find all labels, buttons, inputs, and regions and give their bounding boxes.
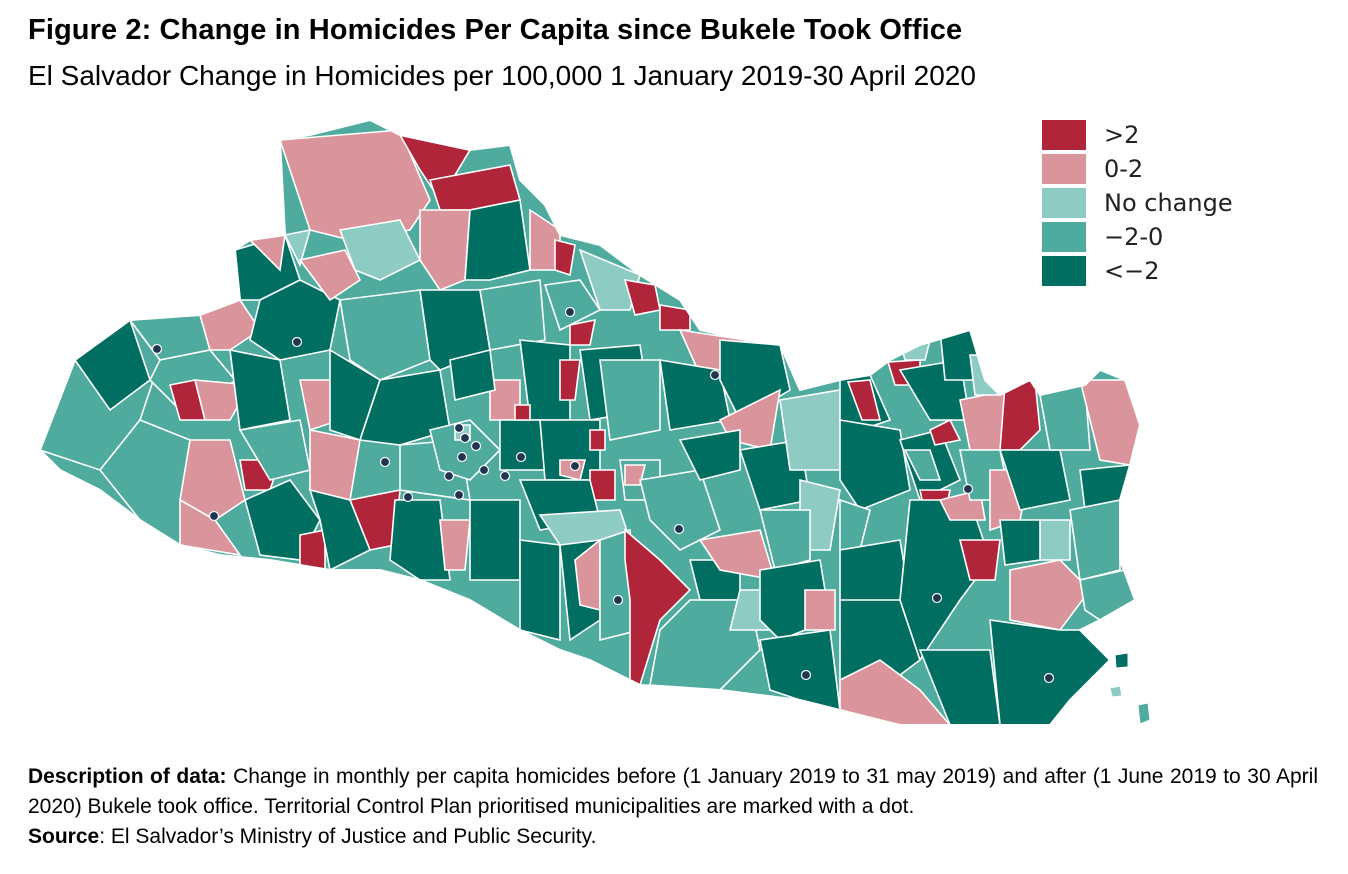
municipality xyxy=(804,589,836,631)
municipality xyxy=(1039,384,1091,451)
municipality xyxy=(389,499,451,581)
description-label: Description of data: xyxy=(28,765,227,788)
legend-item-0-2: 0-2 xyxy=(1042,152,1272,186)
country-outline xyxy=(38,118,1142,726)
municipality xyxy=(999,519,1041,566)
priority-dot xyxy=(931,592,943,604)
island xyxy=(1137,702,1151,725)
municipality xyxy=(929,418,962,446)
legend-label: <−2 xyxy=(1104,257,1160,285)
priority-dot xyxy=(962,483,974,495)
priority-dot xyxy=(459,432,471,444)
municipality xyxy=(989,619,1112,725)
legend-label: −2-0 xyxy=(1104,223,1164,251)
municipality xyxy=(903,449,942,481)
municipality xyxy=(419,209,471,291)
description-text: Change in monthly per capita homicides b… xyxy=(28,765,1318,818)
municipality xyxy=(569,318,597,346)
el-salvador-map xyxy=(38,118,1151,726)
municipality xyxy=(589,429,606,451)
priority-dot xyxy=(499,470,511,482)
priority-dot xyxy=(564,306,576,318)
municipality xyxy=(846,379,882,421)
municipality xyxy=(229,348,291,431)
priority-dot xyxy=(569,460,581,472)
municipality xyxy=(299,529,326,571)
municipality xyxy=(339,289,431,381)
legend-item-minus2-0: −2-0 xyxy=(1042,220,1272,254)
priority-dot xyxy=(478,464,490,476)
priority-dot xyxy=(443,470,455,482)
municipality xyxy=(758,509,811,571)
municipality xyxy=(338,219,422,281)
municipality xyxy=(469,499,521,581)
municipality xyxy=(599,359,661,441)
legend-item-lt-minus2: <−2 xyxy=(1042,254,1272,288)
municipality xyxy=(1009,559,1092,631)
legend-swatch xyxy=(1042,188,1086,218)
municipality xyxy=(298,249,362,302)
priority-dot xyxy=(709,369,721,381)
legend-swatch xyxy=(1042,154,1086,184)
priority-dot xyxy=(151,343,163,355)
municipality xyxy=(969,354,1001,396)
source-text: : El Salvador’s Ministry of Justice and … xyxy=(99,825,597,848)
municipality xyxy=(998,449,1071,511)
island xyxy=(1109,685,1123,698)
priority-dot xyxy=(208,510,220,522)
priority-dots xyxy=(151,306,1055,684)
municipality xyxy=(464,199,531,281)
municipality xyxy=(439,519,471,571)
municipality xyxy=(678,429,741,481)
priority-dot xyxy=(453,489,465,501)
municipality xyxy=(659,304,691,331)
municipality xyxy=(358,369,451,446)
municipality xyxy=(283,228,312,268)
municipality xyxy=(918,649,1001,725)
municipality xyxy=(1069,499,1121,581)
municipality xyxy=(958,539,1001,581)
island xyxy=(1114,652,1129,669)
figure-caption: Description of data: Change in monthly p… xyxy=(28,762,1318,852)
priority-dot xyxy=(800,669,812,681)
municipality xyxy=(499,419,546,471)
municipality xyxy=(308,488,372,572)
legend-label: 0-2 xyxy=(1104,155,1144,183)
municipality xyxy=(179,498,242,557)
legend-swatch xyxy=(1042,120,1086,150)
municipality xyxy=(519,539,561,642)
priority-dot xyxy=(515,451,527,463)
municipality xyxy=(449,349,496,401)
priority-dot xyxy=(612,594,624,606)
municipality xyxy=(309,429,361,501)
municipality xyxy=(554,238,576,277)
priority-dot xyxy=(379,456,391,468)
legend-label: >2 xyxy=(1104,121,1140,149)
priority-dot xyxy=(456,451,468,463)
figure-subtitle: El Salvador Change in Homicides per 100,… xyxy=(28,60,976,91)
legend-swatch xyxy=(1042,222,1086,252)
source-label: Source xyxy=(28,825,100,848)
municipality xyxy=(779,389,841,471)
priority-dot xyxy=(291,336,303,348)
municipality xyxy=(839,419,911,511)
legend-swatch xyxy=(1042,256,1086,286)
legend-item-gt2: >2 xyxy=(1042,118,1272,152)
priority-dot xyxy=(453,422,465,434)
municipality xyxy=(559,359,581,401)
municipality xyxy=(179,439,246,521)
municipality xyxy=(759,629,841,712)
legend-item-no-change: No change xyxy=(1042,186,1272,220)
priority-dot xyxy=(673,523,685,535)
map-legend: >2 0-2 No change −2-0 <−2 xyxy=(1042,118,1272,288)
priority-dot xyxy=(1043,672,1055,684)
priority-dot xyxy=(470,440,482,452)
priority-dot xyxy=(402,491,414,503)
municipality xyxy=(578,248,641,311)
figure-title: Figure 2: Change in Homicides Per Capita… xyxy=(28,14,963,46)
municipality xyxy=(1039,519,1071,561)
municipality xyxy=(514,404,531,421)
legend-label: No change xyxy=(1104,189,1233,217)
municipality xyxy=(479,279,546,351)
